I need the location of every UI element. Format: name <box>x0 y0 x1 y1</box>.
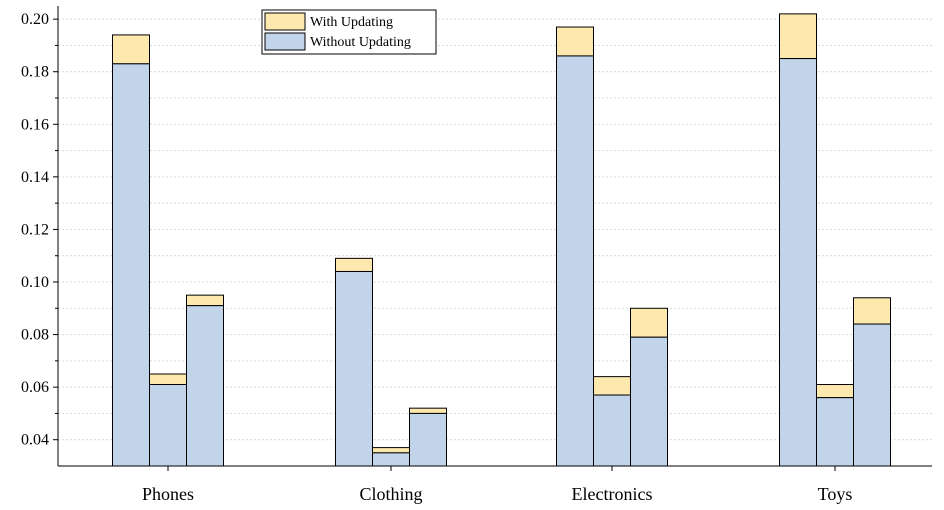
bar-with-updating <box>593 376 631 396</box>
bar-without-updating <box>335 270 373 467</box>
bar-without-updating <box>149 384 187 467</box>
bar-with-updating <box>556 26 594 57</box>
y-tick-label: 0.18 <box>21 64 49 81</box>
bar-without-updating <box>556 55 594 467</box>
bar-without-updating <box>816 397 854 467</box>
bar-with-updating <box>186 294 224 307</box>
y-tick-label: 0.08 <box>21 327 49 344</box>
axes: Phones Clothing Electronics Toys 0.04 0.06 0.0… <box>21 6 932 504</box>
x-tick-label: Phones <box>142 484 194 504</box>
bar-without-updating <box>112 63 150 467</box>
legend-swatch <box>264 12 306 31</box>
bar-with-updating <box>779 13 817 60</box>
y-tick-label: 0.20 <box>21 11 49 28</box>
bar-with-updating <box>853 297 891 325</box>
bar-without-updating <box>630 336 668 467</box>
y-tick-label: 0.06 <box>21 379 49 396</box>
legend: With Updating Without Updating <box>261 9 437 55</box>
y-tick-label: 0.10 <box>21 274 49 291</box>
bar-with-updating <box>112 34 150 65</box>
bar-with-updating <box>335 257 373 272</box>
legend-label: With Updating <box>310 15 393 30</box>
bar-with-updating <box>149 373 187 386</box>
bar-with-updating <box>816 384 854 399</box>
bar-without-updating <box>409 412 447 467</box>
bars <box>112 13 891 467</box>
bar-without-updating <box>372 452 410 467</box>
bar-with-updating <box>630 307 668 338</box>
x-tick-label: Electronics <box>572 484 653 504</box>
bar-without-updating <box>593 394 631 467</box>
x-tick-label: Toys <box>818 484 853 504</box>
y-tick-label: 0.14 <box>21 169 49 186</box>
bar-with-updating <box>409 407 447 414</box>
legend-swatch <box>264 32 306 51</box>
x-tick-label: Clothing <box>359 484 422 504</box>
y-tick-label: 0.12 <box>21 221 49 238</box>
bar-with-updating <box>372 447 410 454</box>
bar-without-updating <box>779 58 817 467</box>
bar-without-updating <box>853 323 891 467</box>
legend-label: Without Updating <box>310 35 411 50</box>
bar-without-updating <box>186 305 224 467</box>
y-tick-label: 0.16 <box>21 116 49 133</box>
y-tick-label: 0.04 <box>21 432 49 449</box>
